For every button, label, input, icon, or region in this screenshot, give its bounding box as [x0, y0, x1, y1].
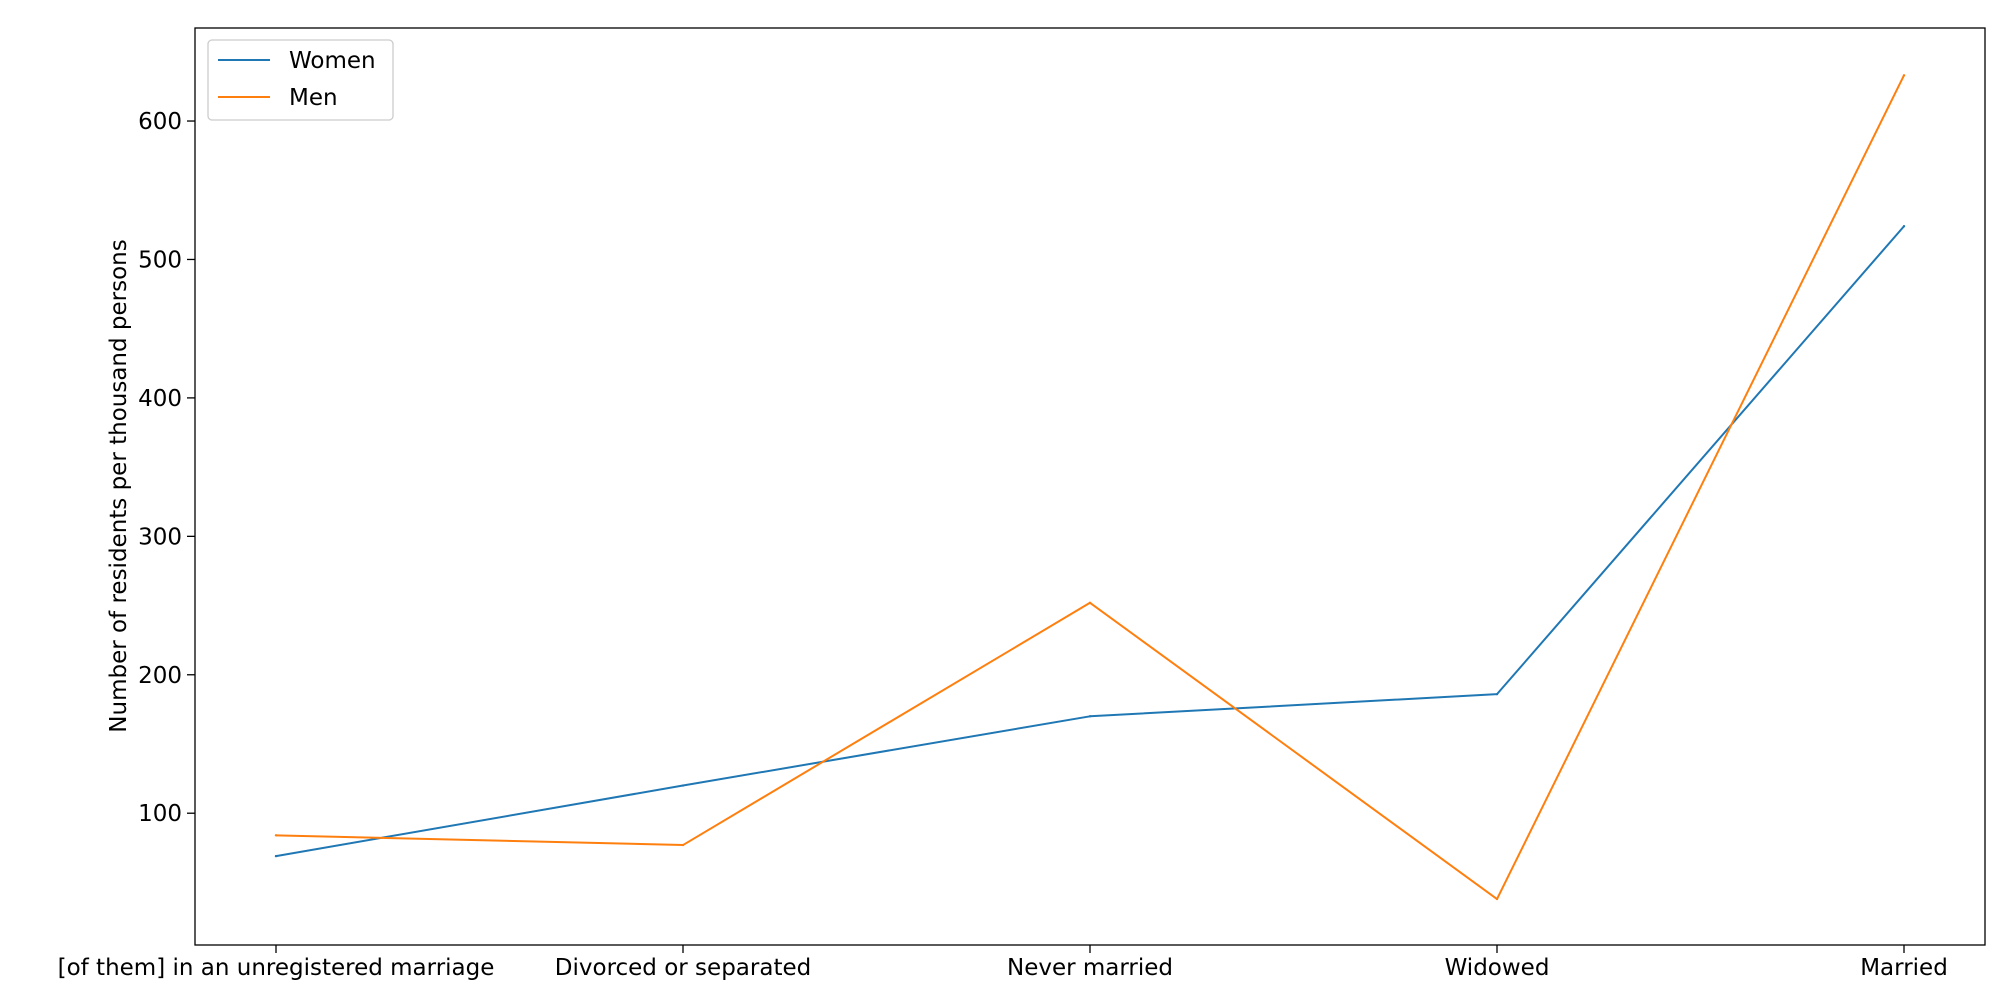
x-tick-label: Divorced or separated	[555, 955, 811, 981]
data-point-men	[1088, 601, 1092, 604]
data-point-women	[1902, 225, 1906, 228]
y-tick-label: 600	[138, 109, 182, 135]
legend: Women Men	[207, 39, 394, 121]
x-tick-label: Widowed	[1445, 955, 1550, 981]
y-tick-label: 500	[138, 247, 182, 273]
data-point-women	[1088, 715, 1092, 718]
data-point-men	[681, 843, 685, 847]
series-lines	[274, 74, 1906, 901]
x-tick-label: Never married	[1007, 955, 1173, 981]
series-line-men	[275, 74, 1905, 901]
data-point-women	[681, 784, 685, 787]
y-tick-label: 400	[138, 386, 182, 412]
x-axis: [of them] in an unregistered marriage Div…	[58, 945, 1948, 981]
data-point-men	[1495, 897, 1499, 901]
legend-label-women: Women	[289, 48, 376, 74]
y-axis: 100 200 300 400 500 600	[138, 109, 195, 827]
data-point-women	[1495, 692, 1499, 696]
y-tick-label: 200	[138, 663, 182, 689]
x-tick-label: [of them] in an unregistered marriage	[58, 955, 495, 981]
data-point-women	[274, 854, 278, 858]
y-tick-label: 300	[138, 524, 182, 550]
y-axis-label: Number of residents per thousand persons	[106, 239, 132, 732]
series-line-women	[275, 225, 1905, 858]
plot-area-frame	[194, 27, 1986, 946]
x-tick-label: Married	[1860, 955, 1948, 981]
y-tick-label: 100	[138, 801, 182, 827]
data-point-men	[1902, 74, 1906, 77]
legend-label-men: Men	[289, 85, 338, 111]
data-point-men	[274, 834, 278, 837]
